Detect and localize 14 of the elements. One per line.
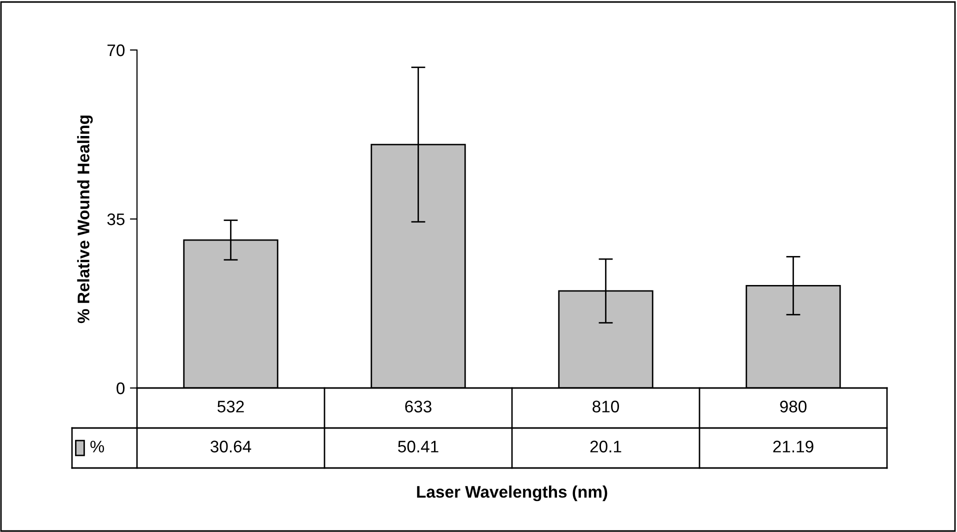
data-label: 50.41	[398, 440, 438, 452]
data-label: 30.64	[210, 440, 252, 452]
data-label: 21.19	[773, 440, 814, 452]
x-tick-label: 532	[218, 400, 244, 412]
x-tick-label: 633	[405, 400, 432, 412]
data-label: 20.1	[590, 440, 622, 452]
x-tick-label: 980	[780, 400, 807, 412]
legend-label: %	[90, 440, 104, 452]
y-tick-label: 35	[107, 213, 124, 226]
y-axis-title: % Relative Wound Healing	[77, 116, 93, 324]
x-tick-label: 810	[592, 400, 620, 412]
y-tick-label: 70	[108, 44, 125, 56]
y-tick-label: 0	[116, 382, 125, 394]
x-axis-title: Laser Wavelengths (nm)	[417, 486, 608, 502]
